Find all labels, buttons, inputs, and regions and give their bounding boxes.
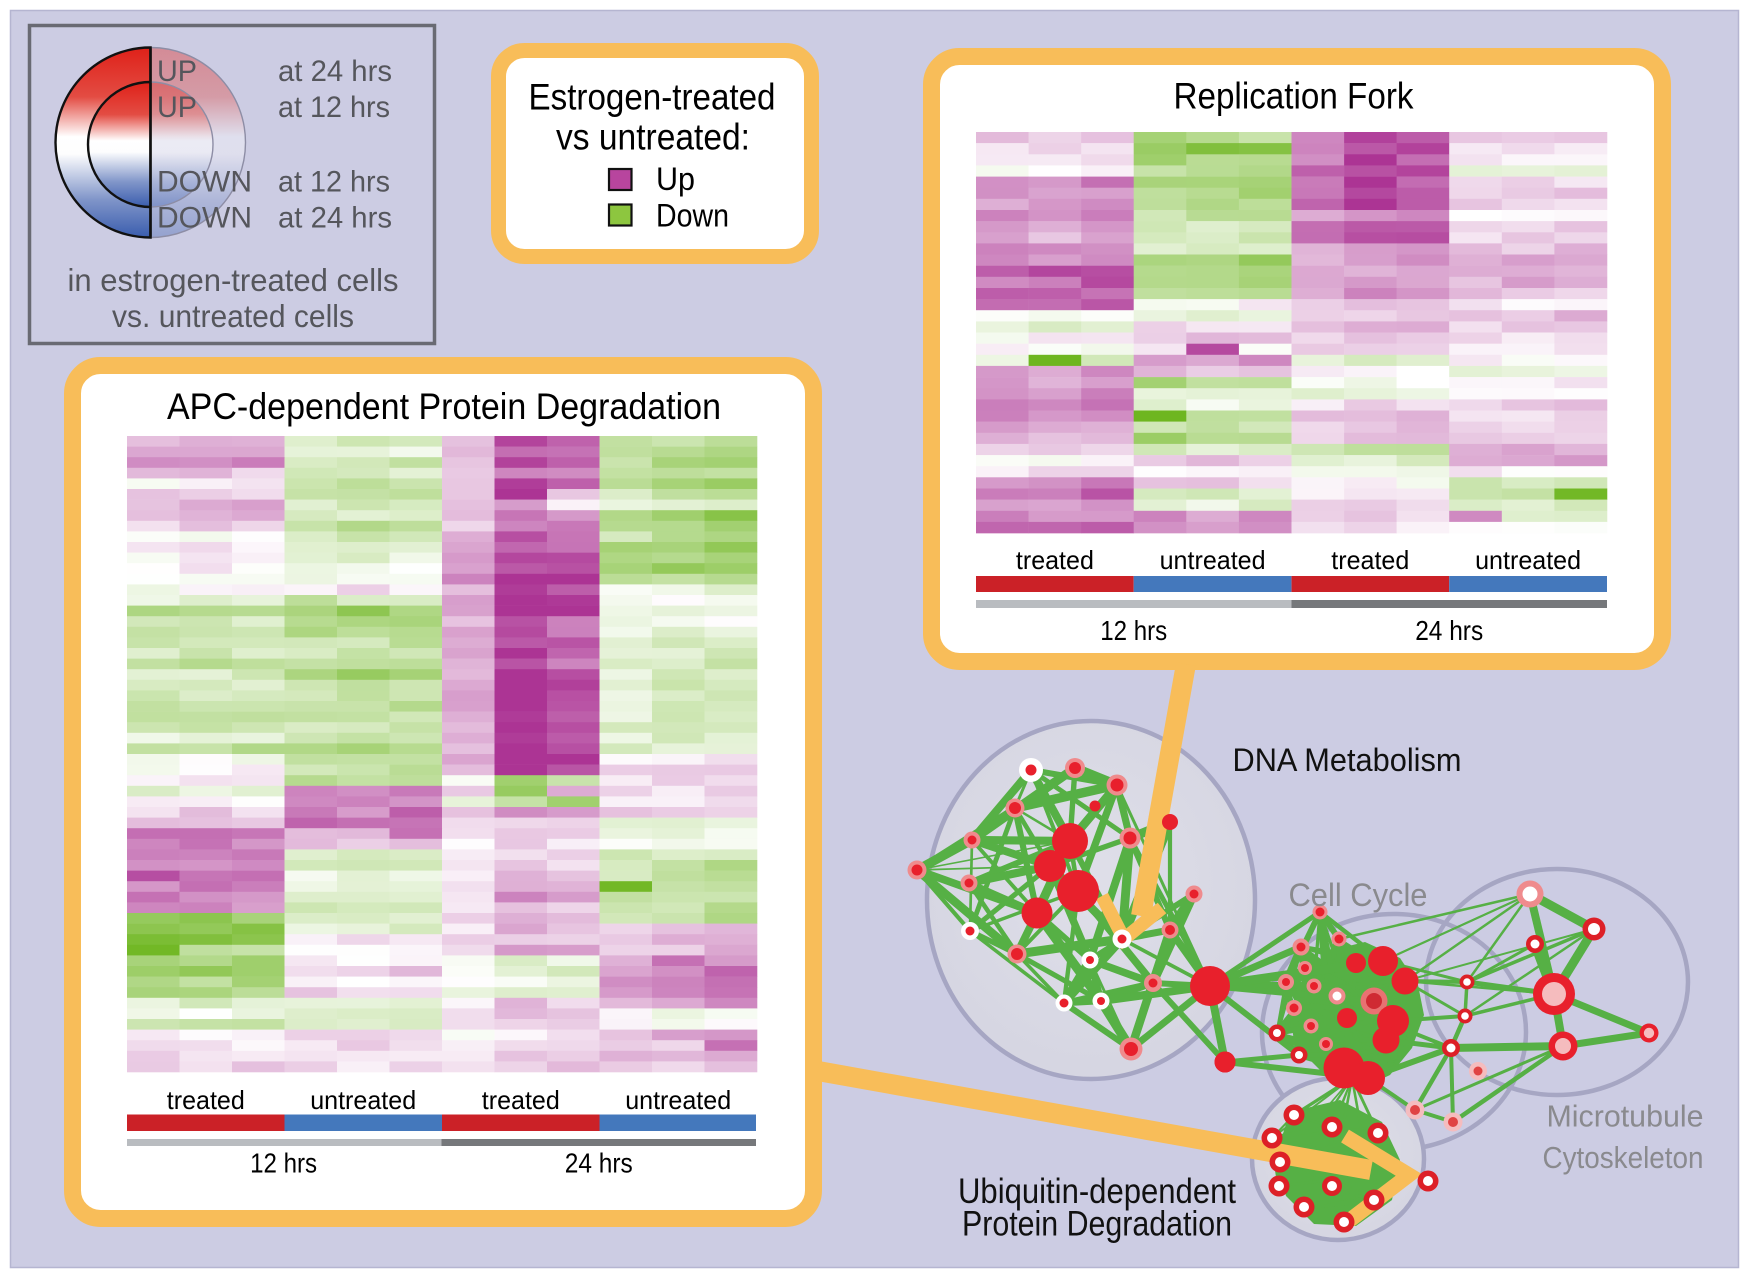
svg-text:Estrogen-treated: Estrogen-treated [529, 76, 776, 118]
svg-text:at 12 hrs: at 12 hrs [278, 91, 390, 124]
svg-text:at 24 hrs: at 24 hrs [278, 202, 392, 235]
svg-text:untreated: untreated [1160, 545, 1266, 575]
svg-text:UP: UP [157, 91, 197, 124]
svg-text:Ubiquitin-dependent: Ubiquitin-dependent [958, 1171, 1236, 1211]
svg-text:Protein Degradation: Protein Degradation [962, 1204, 1232, 1244]
svg-text:untreated: untreated [625, 1085, 731, 1115]
svg-text:vs. untreated cells: vs. untreated cells [112, 298, 354, 334]
svg-text:treated: treated [1016, 545, 1094, 575]
svg-text:at 24 hrs: at 24 hrs [278, 55, 392, 88]
svg-text:24 hrs: 24 hrs [565, 1148, 633, 1179]
svg-text:treated: treated [167, 1085, 245, 1115]
svg-text:Replication Fork: Replication Fork [1174, 75, 1414, 117]
svg-text:DOWN: DOWN [157, 202, 252, 235]
svg-text:12 hrs: 12 hrs [1100, 615, 1167, 646]
svg-text:treated: treated [482, 1085, 560, 1115]
svg-text:Microtubule: Microtubule [1547, 1100, 1704, 1134]
svg-text:24 hrs: 24 hrs [1415, 615, 1483, 646]
svg-text:APC-dependent Protein Degradat: APC-dependent Protein Degradation [167, 385, 721, 427]
svg-text:Down: Down [656, 198, 729, 234]
svg-text:untreated: untreated [310, 1085, 416, 1115]
svg-text:treated: treated [1331, 545, 1409, 575]
svg-text:vs untreated:: vs untreated: [556, 116, 750, 158]
svg-text:DOWN: DOWN [157, 166, 252, 199]
svg-text:Up: Up [656, 161, 695, 197]
svg-text:Cell Cycle: Cell Cycle [1289, 877, 1428, 913]
svg-text:12 hrs: 12 hrs [250, 1148, 317, 1179]
svg-text:at 12 hrs: at 12 hrs [278, 166, 390, 199]
svg-text:in estrogen-treated cells: in estrogen-treated cells [68, 262, 399, 298]
svg-text:UP: UP [157, 55, 197, 88]
svg-text:untreated: untreated [1475, 545, 1581, 575]
svg-text:DNA Metabolism: DNA Metabolism [1233, 742, 1462, 778]
svg-text:Cytoskeleton: Cytoskeleton [1543, 1141, 1704, 1175]
